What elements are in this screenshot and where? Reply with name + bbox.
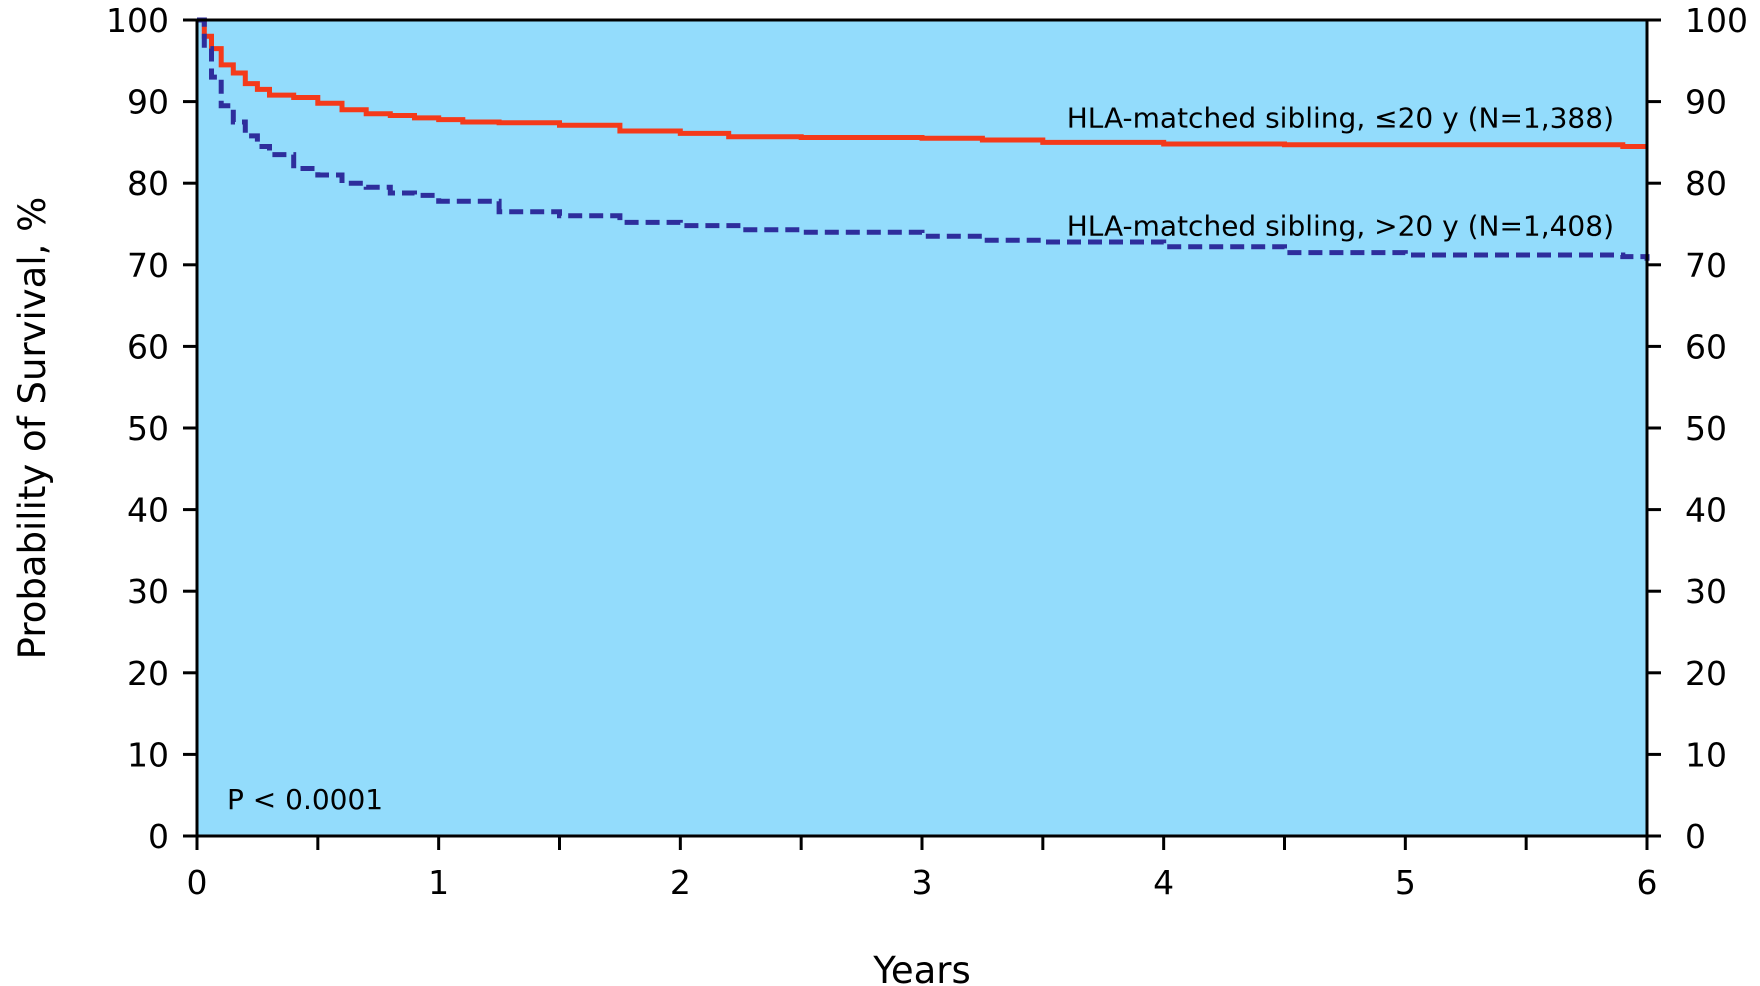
p-value-annotation: P < 0.0001 xyxy=(227,783,383,816)
y-tick-label-left-40: 40 xyxy=(127,491,169,530)
y-tick-label-right-60: 60 xyxy=(1685,327,1727,366)
x-tick-label-0: 0 xyxy=(187,863,208,902)
x-tick-label-4: 4 xyxy=(1153,863,1174,902)
series-label-1: HLA-matched sibling, ≤20 y (N=1,388) xyxy=(1067,102,1614,135)
series-layer xyxy=(197,17,1650,261)
x-tick-label-3: 3 xyxy=(912,863,933,902)
y-tick-label-left-60: 60 xyxy=(127,327,169,366)
y-tick-label-right-10: 10 xyxy=(1685,735,1727,774)
y-tick-label-left-0: 0 xyxy=(148,817,169,856)
x-tick-label-5: 5 xyxy=(1395,863,1416,902)
y-tick-label-right-70: 70 xyxy=(1685,246,1727,285)
y-tick-label-left-30: 30 xyxy=(127,572,169,611)
y-tick-label-right-50: 50 xyxy=(1685,409,1727,448)
x-tick-label-1: 1 xyxy=(428,863,449,902)
series-line-2 xyxy=(197,17,1650,261)
y-tick-label-right-30: 30 xyxy=(1685,572,1727,611)
y-tick-label-right-20: 20 xyxy=(1685,654,1727,693)
y-tick-label-left-50: 50 xyxy=(127,409,169,448)
y-tick-label-left-80: 80 xyxy=(127,164,169,203)
plot-area xyxy=(197,20,1647,836)
y-tick-label-right-40: 40 xyxy=(1685,491,1727,530)
y-tick-label-left-100: 100 xyxy=(106,1,169,40)
y-tick-label-left-20: 20 xyxy=(127,654,169,693)
x-axis-title: Years xyxy=(872,949,971,986)
series-line-1 xyxy=(197,17,1647,149)
x-tick-label-2: 2 xyxy=(670,863,691,902)
y-tick-label-right-90: 90 xyxy=(1685,83,1727,122)
y-tick-label-right-80: 80 xyxy=(1685,164,1727,203)
y-tick-label-left-70: 70 xyxy=(127,246,169,285)
series-label-2: HLA-matched sibling, >20 y (N=1,408) xyxy=(1067,209,1614,242)
y-tick-label-right-0: 0 xyxy=(1685,817,1706,856)
axes-layer xyxy=(183,18,1661,850)
y-tick-label-right-100: 100 xyxy=(1685,1,1748,40)
y-axis-title: Probability of Survival, % xyxy=(11,197,54,660)
y-tick-label-left-10: 10 xyxy=(127,735,169,774)
y-tick-label-left-90: 90 xyxy=(127,83,169,122)
x-tick-label-6: 6 xyxy=(1637,863,1658,902)
